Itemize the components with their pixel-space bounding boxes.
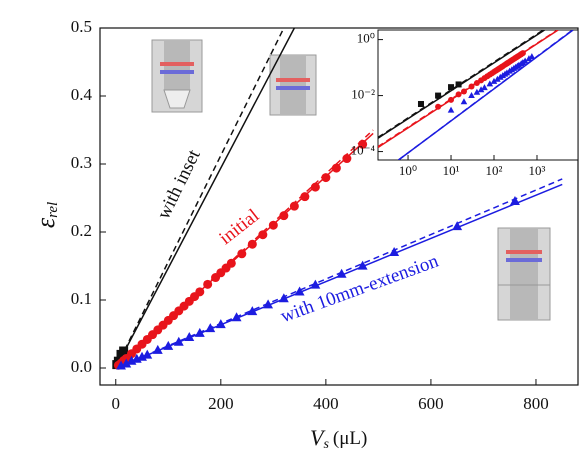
point [528,53,536,60]
fit-line [115,178,563,369]
point [300,192,310,202]
inset-x-tick-label: 10¹ [443,163,460,178]
point [263,299,274,309]
point [215,319,226,329]
point [205,323,216,333]
point [525,55,533,62]
x-label-sub: s [323,437,329,452]
y-tick-label: 0.5 [71,17,92,36]
point [486,80,494,87]
point [496,73,504,80]
point [294,286,305,296]
fit-line [115,28,296,369]
device-icon-initial [269,54,317,116]
point [357,260,368,270]
fit-line [378,30,558,148]
inset-x-tick-label: 10² [486,163,503,178]
y-tick-label: 0.2 [71,221,92,240]
y-tick-label: 0.0 [71,357,92,376]
y-tick-label: 0.1 [71,289,92,308]
point [258,230,268,240]
point [289,201,299,211]
inset-y-tick-label: 10⁻⁴ [351,143,376,158]
y-tick-label: 0.3 [71,153,92,172]
x-tick-label: 400 [313,394,339,413]
point [452,221,463,231]
inset-x-tick-label: 10⁰ [399,163,417,178]
point [448,96,455,103]
point [247,306,258,316]
point [435,103,442,110]
point [481,84,488,91]
inset-y-tick-label: 10⁻² [351,87,375,102]
point [342,154,352,164]
point [237,249,247,259]
point [490,77,498,84]
fit-line [115,28,285,369]
x-tick-label: 0 [112,394,121,413]
point [119,346,129,356]
point [331,163,341,173]
point [184,332,195,341]
point [173,336,184,346]
x-axis-label: Vs (μL) [310,425,367,452]
inset-data [378,30,574,160]
point [121,358,132,368]
point [417,101,424,108]
point [519,50,526,57]
point [231,312,242,322]
point [247,239,257,249]
y-axis-label: εrel [31,202,61,228]
point [510,196,520,205]
point [435,92,442,99]
x-label-unit: (μL) [333,428,367,449]
y-label-main: ε [31,217,60,228]
point [194,327,205,337]
x-tick-label: 800 [523,394,549,413]
point [142,349,153,359]
inset-x-tick-label: 10³ [529,163,546,178]
series-label: with inset [153,146,205,223]
device-icon-extension [497,227,551,321]
y-label-sub: rel [45,202,61,218]
point [268,220,278,230]
point [455,91,462,98]
point [163,340,174,350]
point [358,139,368,149]
point [278,293,289,303]
device-icon-inset [151,39,203,113]
x-tick-label: 200 [208,394,234,413]
plot-frame [99,27,579,386]
fit-line [398,30,573,160]
fit-line [115,129,374,369]
point [473,88,481,95]
point [195,287,205,297]
inset-y-tick-label: 10⁰ [357,31,375,46]
point [310,182,320,192]
main-data [112,28,563,370]
point [521,57,529,64]
point [460,88,467,95]
point [448,84,455,91]
point [468,91,475,98]
point [460,98,468,105]
point [321,173,331,183]
point [494,75,501,82]
fit-line [378,30,544,139]
point [447,106,455,113]
point [468,83,475,90]
x-tick-label: 600 [418,394,444,413]
x-label-main: V [310,425,326,450]
point [477,86,485,93]
point [152,344,163,354]
point [226,258,236,268]
point [310,279,321,289]
y-tick-label: 0.4 [71,85,93,104]
point [336,268,347,278]
point [203,279,213,289]
point [389,247,400,256]
point [279,211,289,221]
point [455,81,462,88]
